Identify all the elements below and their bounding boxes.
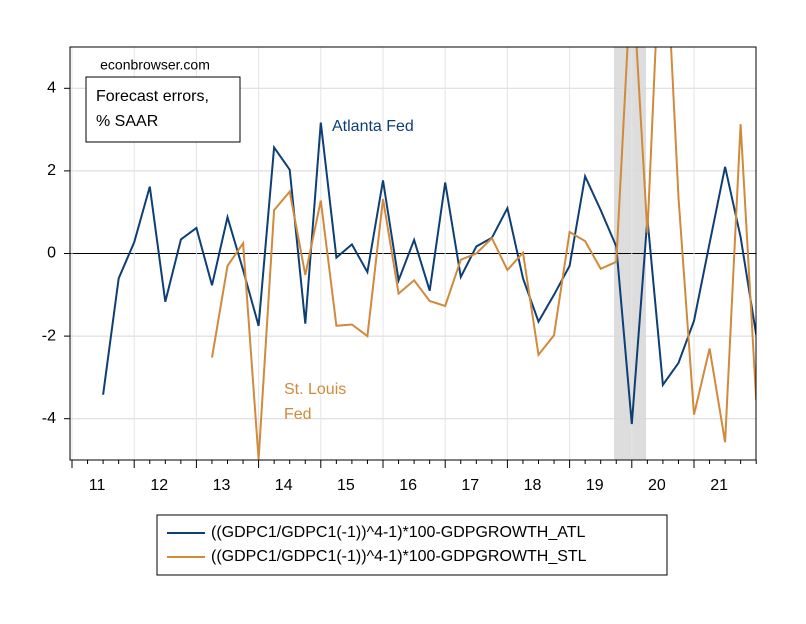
y-tick-label: 0 — [47, 245, 56, 262]
note: % SAAR — [96, 113, 158, 130]
y-tick-label: 2 — [47, 162, 56, 179]
y-tick-label: 4 — [47, 80, 56, 97]
legend-label: ((GDPC1/GDPC1(-1))^4-1)*100-GDPGROWTH_AT… — [211, 524, 585, 541]
series-line — [211, 47, 756, 460]
series-note: St. Louis — [284, 381, 346, 398]
x-tick-label: 13 — [213, 477, 231, 494]
x-tick-label: 21 — [710, 477, 728, 494]
note: Forecast errors, — [96, 88, 209, 105]
series-note: Atlanta Fed — [332, 118, 414, 135]
x-tick-label: 17 — [461, 477, 479, 494]
x-tick-label: 20 — [648, 477, 666, 494]
note-box — [85, 76, 241, 143]
watermark: econbrowser.com — [100, 57, 210, 73]
x-tick-label: 11 — [89, 477, 106, 494]
y-tick-label: -2 — [42, 327, 56, 344]
x-tick-label: 14 — [275, 477, 293, 494]
legend-label: ((GDPC1/GDPC1(-1))^4-1)*100-GDPGROWTH_ST… — [211, 548, 587, 565]
x-tick-label: 12 — [150, 477, 168, 494]
series-note: Fed — [284, 406, 312, 423]
legend — [156, 514, 668, 576]
y-tick-label: -4 — [42, 410, 56, 427]
x-tick-label: 18 — [524, 477, 542, 494]
x-tick-label: 15 — [337, 477, 355, 494]
x-tick-label: 16 — [399, 477, 417, 494]
x-tick-label: 19 — [586, 477, 604, 494]
lines — [102, 47, 756, 460]
